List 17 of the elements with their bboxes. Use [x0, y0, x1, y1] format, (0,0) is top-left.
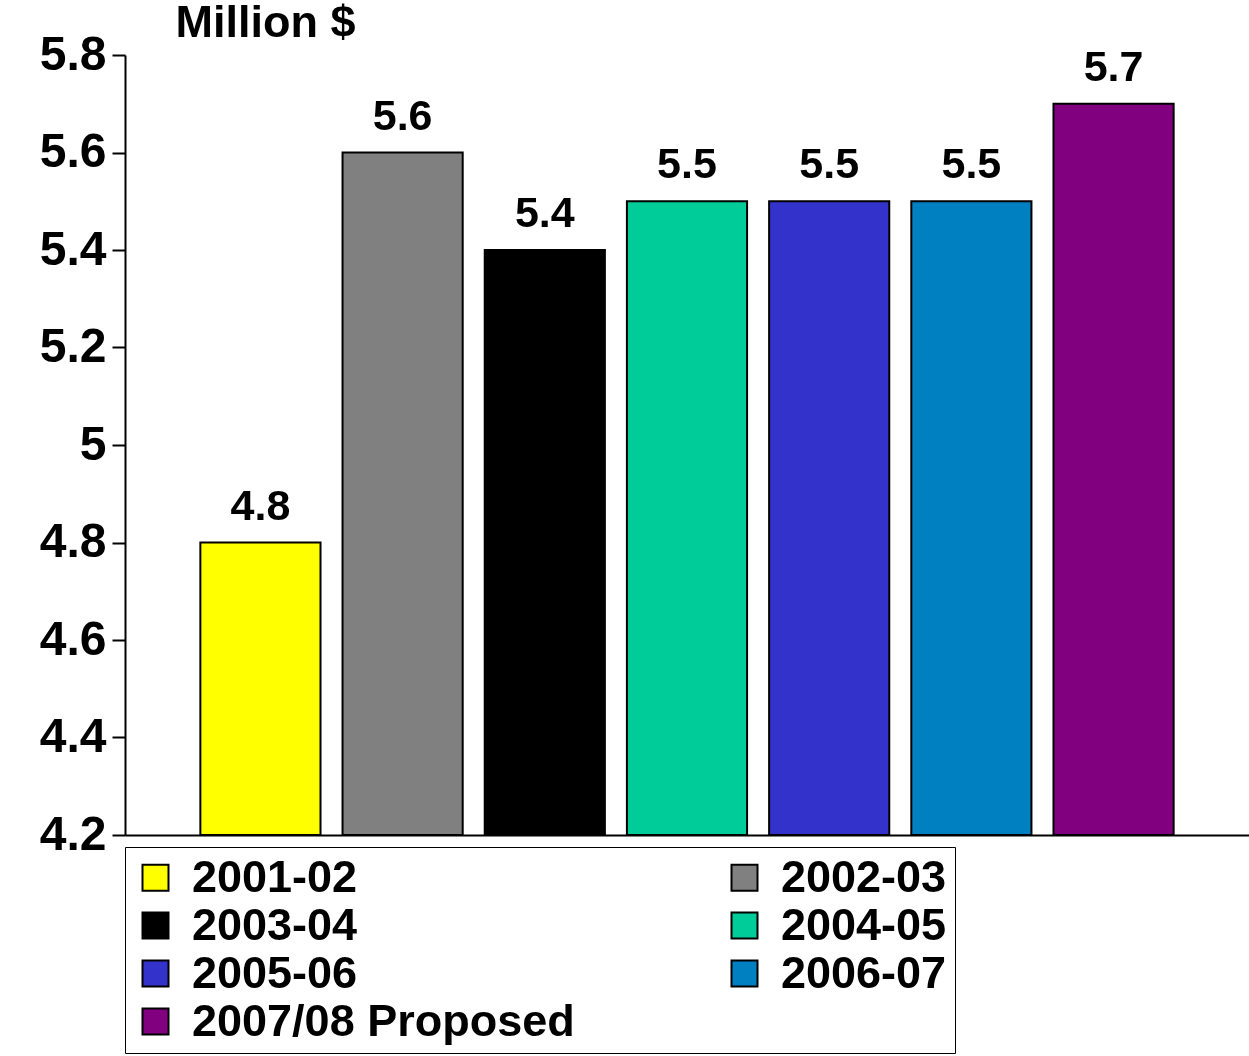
y-tick-label: 4.4 [39, 709, 107, 762]
y-tick-label: 5 [79, 416, 107, 470]
data-label: 5.4 [514, 188, 575, 236]
data-label: 5.7 [1083, 41, 1144, 90]
data-label: 5.5 [657, 139, 717, 188]
y-tick-label: 5.2 [39, 319, 107, 372]
y-tick-label: 4.6 [39, 611, 107, 665]
data-label: 5.5 [799, 139, 860, 188]
y-tick-label: 5.8 [39, 26, 107, 80]
y-tick-label: 4.8 [39, 514, 107, 567]
data-label: 5.5 [941, 139, 1002, 188]
data-label: 4.8 [230, 480, 291, 529]
data-label: 5.6 [372, 90, 433, 139]
y-tick-label: 5.4 [39, 221, 107, 275]
y-tick-label: 4.2 [39, 806, 107, 860]
y-tick-label: 5.6 [39, 124, 107, 177]
y-axis-title: Million $ [175, 0, 356, 47]
